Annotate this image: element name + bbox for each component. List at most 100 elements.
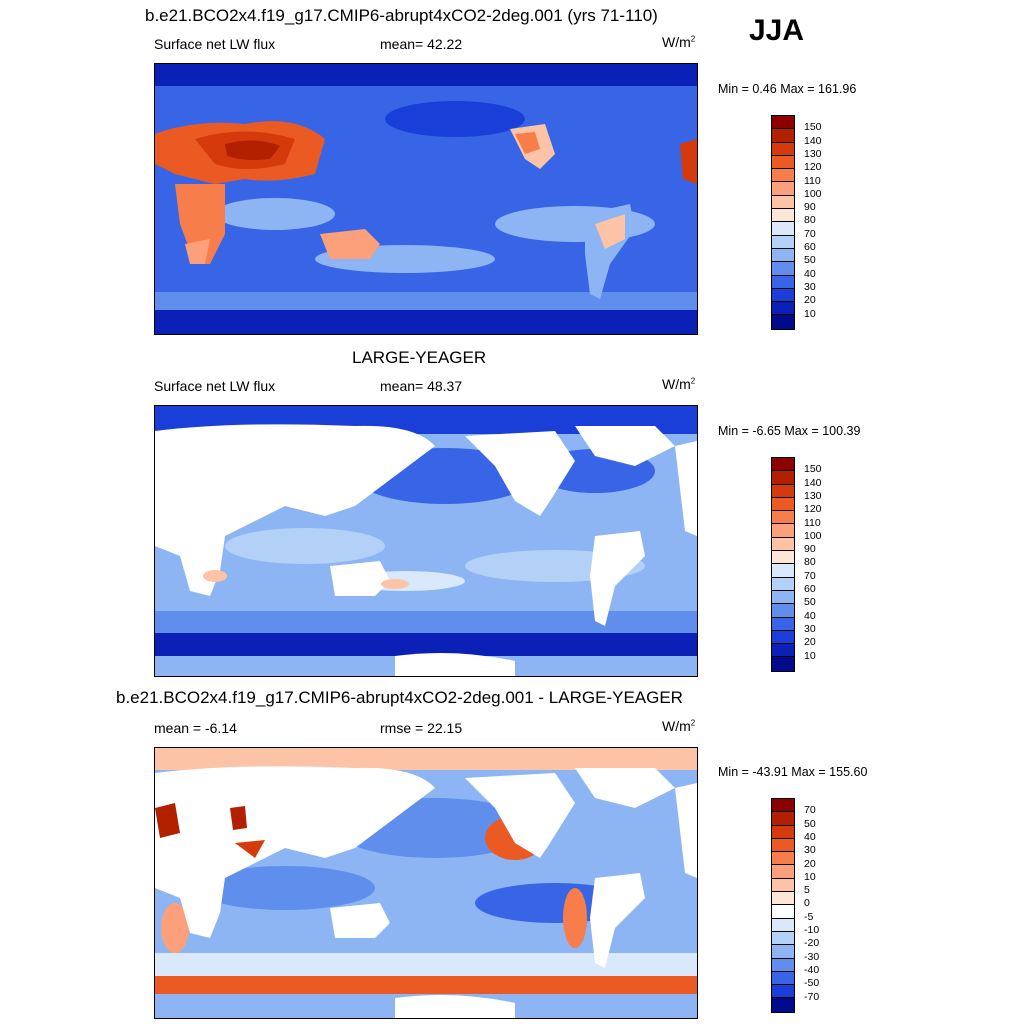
- colorbar-tick-label: 40: [804, 609, 816, 622]
- colorbar-tick-label: 70: [804, 569, 816, 582]
- colorbar-tick-label: -10: [804, 924, 820, 936]
- colorbar-segment: [772, 985, 794, 999]
- colorbar-segment: [772, 129, 794, 143]
- colorbar-segment: [772, 577, 794, 591]
- colorbar-segment: [772, 865, 794, 879]
- colorbar-tick-label: 70: [804, 227, 816, 240]
- colorbar-tick-label: 30: [804, 280, 816, 293]
- colorbar-segment: [772, 182, 794, 196]
- panel-3-title: b.e21.BCO2x4.f19_g17.CMIP6-abrupt4xCO2-2…: [116, 688, 683, 707]
- panel-1-minmax: Min = 0.46 Max = 161.96: [718, 82, 857, 96]
- colorbar-segment: [772, 564, 794, 578]
- panel-3-colorbar: [771, 798, 795, 1013]
- colorbar-segment: [772, 878, 794, 893]
- panel-3-rmse-label: rmse = 22.15: [380, 720, 463, 736]
- colorbar-segment: [772, 657, 794, 671]
- colorbar-segment: [772, 288, 794, 303]
- panel-3-mean-label: mean = -6.14: [154, 720, 237, 736]
- colorbar-tick-label: 80: [804, 556, 816, 569]
- panel-1-variable-label: Surface net LW flux: [154, 36, 276, 52]
- colorbar-segment: [772, 248, 794, 263]
- colorbar-segment: [772, 931, 794, 946]
- colorbar-segment: [772, 971, 794, 986]
- colorbar-segment: [772, 209, 794, 223]
- panel-1-units: W/m2: [662, 34, 696, 50]
- colorbar-tick-label: 60: [804, 583, 816, 595]
- colorbar-segment: [772, 630, 794, 645]
- colorbar-segment: [772, 302, 794, 316]
- colorbar-segment: [772, 918, 794, 932]
- colorbar-tick-label: 30: [804, 844, 816, 857]
- colorbar-segment: [772, 169, 794, 183]
- colorbar-tick-label: -50: [804, 977, 820, 990]
- colorbar-tick-label: 70: [804, 804, 816, 817]
- panel-1-map: [154, 63, 698, 335]
- panel-3-units: W/m2: [662, 718, 696, 734]
- colorbar-segment: [772, 195, 794, 210]
- colorbar-segment: [772, 497, 794, 512]
- colorbar-tick-label: 20: [804, 294, 816, 307]
- colorbar-tick-label: -20: [804, 937, 820, 950]
- panel-1-colorbar: [771, 115, 795, 330]
- colorbar-segment: [772, 458, 794, 472]
- colorbar-segment: [772, 590, 794, 605]
- colorbar-tick-label: 150: [804, 121, 822, 134]
- colorbar-tick-label: 90: [804, 201, 816, 214]
- colorbar-tick-label: -40: [804, 963, 820, 976]
- colorbar-segment: [772, 892, 794, 906]
- colorbar-tick-label: 140: [804, 476, 822, 489]
- colorbar-segment: [772, 825, 794, 839]
- colorbar-tick-label: 10: [804, 307, 816, 320]
- panel-3-map: [154, 747, 698, 1019]
- panel-2-variable-label: Surface net LW flux: [154, 378, 276, 394]
- colorbar-tick-label: 110: [804, 516, 821, 529]
- colorbar-tick-label: 10: [804, 649, 816, 662]
- colorbar-segment: [772, 604, 794, 618]
- colorbar-segment: [772, 958, 794, 972]
- colorbar-segment: [772, 471, 794, 485]
- colorbar-segment: [772, 262, 794, 276]
- colorbar-tick-label: -30: [804, 950, 820, 963]
- colorbar-tick-label: 40: [804, 267, 816, 280]
- colorbar-tick-label: 5: [804, 884, 810, 897]
- colorbar-segment: [772, 617, 794, 631]
- colorbar-tick-label: 10: [804, 870, 816, 883]
- colorbar-segment: [772, 275, 794, 289]
- colorbar-tick-label: 60: [804, 241, 816, 253]
- colorbar-tick-label: 30: [804, 622, 816, 635]
- colorbar-tick-label: 130: [804, 147, 822, 160]
- colorbar-tick-label: 90: [804, 543, 816, 556]
- season-label: JJA: [749, 14, 805, 47]
- colorbar-segment: [772, 222, 794, 236]
- colorbar-tick-label: 110: [804, 174, 821, 187]
- colorbar-segment: [772, 812, 794, 826]
- colorbar-segment: [772, 537, 794, 552]
- colorbar-tick-label: 120: [804, 161, 822, 174]
- colorbar-segment: [772, 799, 794, 813]
- colorbar-tick-label: 100: [804, 187, 822, 200]
- colorbar-segment: [772, 116, 794, 130]
- colorbar-tick-label: 20: [804, 857, 816, 870]
- colorbar-tick-label: 80: [804, 214, 816, 227]
- colorbar-tick-label: 50: [804, 254, 816, 267]
- colorbar-tick-label: -70: [804, 990, 820, 1003]
- panel-2-minmax: Min = -6.65 Max = 100.39: [718, 424, 861, 438]
- colorbar-segment: [772, 644, 794, 658]
- colorbar-tick-label: 50: [804, 817, 816, 830]
- panel-1-title: b.e21.BCO2x4.f19_g17.CMIP6-abrupt4xCO2-2…: [145, 6, 658, 25]
- colorbar-segment: [772, 524, 794, 538]
- colorbar-segment: [772, 838, 794, 853]
- panel-2-units: W/m2: [662, 376, 696, 392]
- colorbar-tick-label: 20: [804, 636, 816, 649]
- colorbar-segment: [772, 484, 794, 498]
- colorbar-segment: [772, 998, 794, 1012]
- colorbar-segment: [772, 905, 794, 919]
- panel-2-map: [154, 405, 698, 677]
- colorbar-tick-label: 100: [804, 529, 822, 542]
- colorbar-segment: [772, 142, 794, 156]
- colorbar-tick-label: 150: [804, 463, 822, 476]
- colorbar-segment: [772, 945, 794, 959]
- colorbar-tick-label: 0: [804, 897, 810, 910]
- colorbar-segment: [772, 511, 794, 525]
- colorbar-segment: [772, 551, 794, 565]
